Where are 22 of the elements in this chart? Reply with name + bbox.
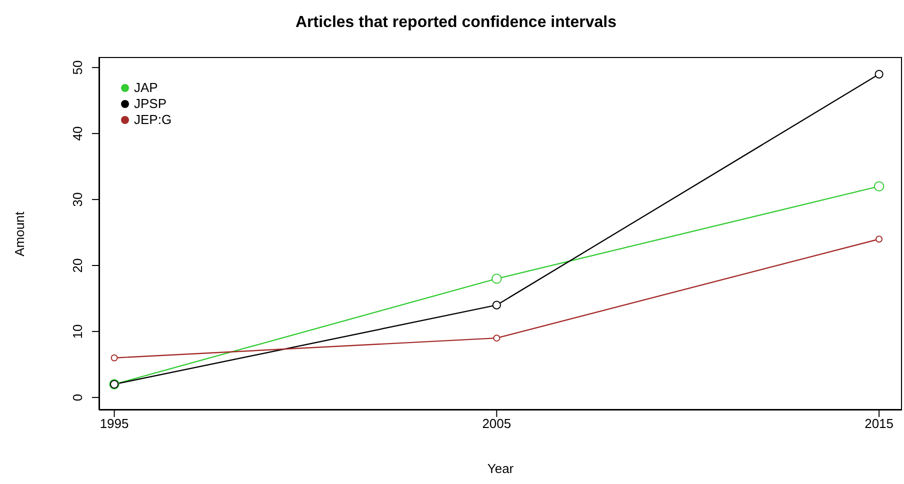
y-tick-label: 20 xyxy=(70,258,85,273)
x-tick-label: 1995 xyxy=(100,416,129,432)
x-tick-label: 2005 xyxy=(482,416,512,432)
y-tick-label: 10 xyxy=(70,324,85,339)
chart-title: Articles that reported confidence intervals xyxy=(294,14,618,32)
y-tick-label: 0 xyxy=(70,394,85,402)
point xyxy=(110,354,118,362)
x-tick-label: 2015 xyxy=(864,416,894,432)
legend-label: JAP xyxy=(134,80,158,96)
point xyxy=(876,236,883,243)
legend-label: JPSP xyxy=(134,96,167,112)
point xyxy=(874,70,884,78)
point xyxy=(492,274,502,284)
y-tick-label: 30 xyxy=(70,192,85,207)
point xyxy=(492,300,501,310)
point xyxy=(874,181,884,192)
legend-label: JEP:G xyxy=(134,112,172,128)
y-axis-title: Amount xyxy=(12,211,27,256)
x-axis-title: Year xyxy=(486,461,515,476)
y-tick-label: 40 xyxy=(70,126,85,141)
point xyxy=(493,334,500,342)
y-tick-label: 50 xyxy=(70,60,85,75)
